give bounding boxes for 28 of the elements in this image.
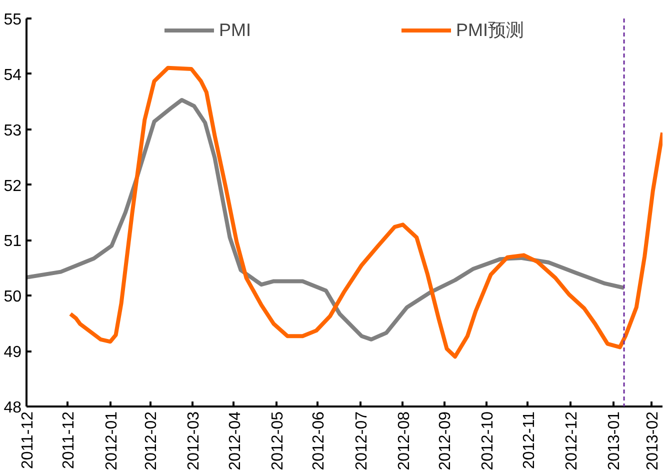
legend-label: PMI预测: [456, 19, 524, 42]
x-tick-label: 2011-12: [60, 411, 78, 470]
line-series: [68, 66, 662, 359]
y-tick-label: 51: [4, 233, 22, 250]
y-tick-label: 50: [4, 288, 22, 306]
x-tick-label: 2012-06: [310, 411, 328, 470]
y-tick-label: 49: [4, 344, 22, 362]
x-tick-label: 2012-07: [353, 411, 370, 470]
x-tick-label: 2012-03: [186, 411, 203, 470]
x-tick-label: 2012-11: [520, 411, 538, 470]
x-tick-label: 2012-10: [480, 411, 497, 470]
x-tick-label: 2012-04: [226, 411, 244, 470]
x-tick-label: 2012-09: [437, 411, 454, 470]
x-tick-label: 2012-01: [103, 411, 120, 470]
x-tick-label: 2012-12: [563, 411, 580, 470]
x-tick-label: 2013-01: [606, 411, 624, 470]
line-series: [26, 98, 626, 342]
x-tick-label: 2011-12: [20, 411, 36, 470]
y-tick-label: 55: [4, 12, 22, 28]
y-tick-label: 48: [4, 400, 22, 416]
legend-label: PMI: [218, 20, 251, 40]
x-tick-label: 2013-02: [644, 411, 662, 470]
x-tick-label: 2012-02: [143, 411, 160, 470]
y-tick-label: 54: [4, 66, 22, 84]
y-tick-label: 52: [4, 178, 22, 195]
y-tick-label: 53: [4, 122, 22, 140]
x-tick-label: 2012-05: [270, 411, 287, 470]
x-tick-label: 2012-08: [396, 411, 413, 470]
